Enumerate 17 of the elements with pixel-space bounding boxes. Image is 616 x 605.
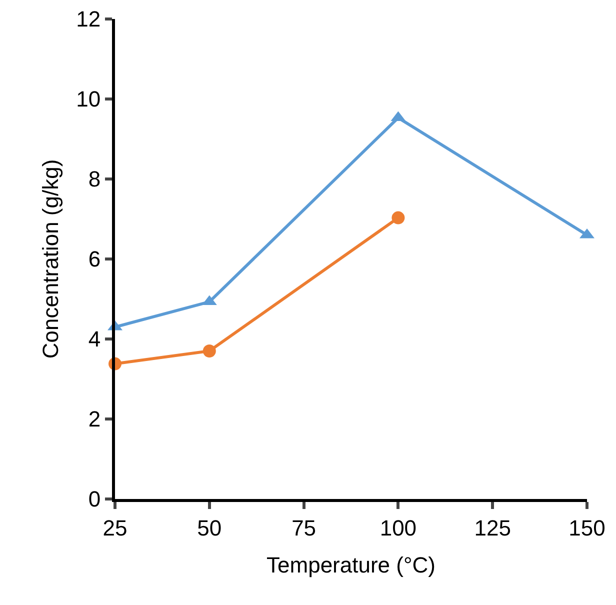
x-tick-label: 50 — [197, 515, 222, 540]
y-tick-label: 4 — [88, 326, 101, 352]
x-tick-label: 100 — [380, 515, 417, 540]
y-tick-label: 12 — [76, 6, 101, 32]
y-tick-label: 2 — [88, 406, 101, 432]
y-tick-label: 10 — [76, 86, 101, 112]
point — [202, 344, 216, 358]
y-axis-title: Concentration (g/kg) — [38, 159, 63, 359]
x-tick-label: 25 — [102, 515, 128, 540]
x-tick-label: 125 — [474, 515, 511, 540]
y-tick-label: 8 — [88, 166, 101, 192]
y-tick-label: 0 — [88, 486, 101, 512]
x-tick-label: 150 — [568, 515, 606, 540]
x-tick-label: 75 — [292, 515, 316, 540]
x-axis-title: Temperature (°C) — [266, 552, 436, 578]
y-tick-label: 6 — [88, 246, 101, 272]
point — [392, 211, 405, 224]
